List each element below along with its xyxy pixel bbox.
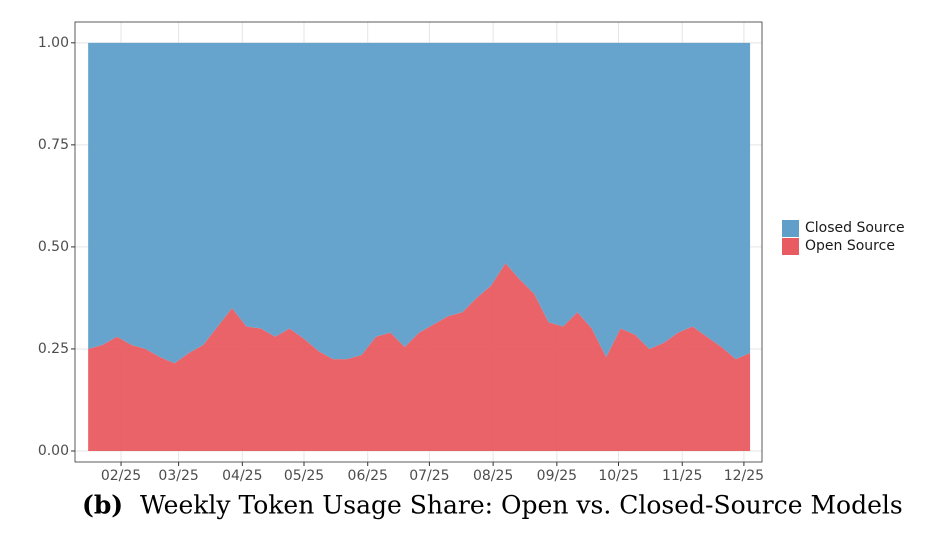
y-tick-label: 0.00: [38, 443, 69, 459]
legend-key: [782, 238, 799, 255]
area: [88, 263, 751, 451]
x-tick-label: 03/25: [158, 468, 198, 484]
x-tick-label: 07/25: [409, 468, 449, 484]
x-tick-label: 06/25: [348, 468, 388, 484]
x-tick-label: 11/25: [662, 468, 702, 484]
caption-label: (b): [82, 491, 123, 520]
x-tick-label: 10/25: [598, 468, 638, 484]
panel-border: [74, 21, 763, 463]
x-tick-label: 09/25: [537, 468, 577, 484]
y-tick-label: 0.75: [38, 137, 69, 153]
x-tick-label: 05/25: [284, 468, 324, 484]
x-tick-label: 04/25: [222, 468, 262, 484]
x-tick-label: 02/25: [101, 468, 141, 484]
legend-label: Closed Source: [805, 220, 905, 236]
y-tick-label: 0.25: [38, 341, 69, 357]
caption: Weekly Token Usage Share: Open vs. Close…: [140, 491, 903, 520]
legend-label: Open Source: [805, 238, 895, 254]
y-tick-label: 1.00: [38, 35, 69, 51]
area: [88, 42, 751, 364]
y-tick-label: 0.50: [38, 239, 69, 255]
legend: Closed Source Open Source: [782, 220, 905, 255]
legend-key: [782, 220, 799, 237]
x-tick-label: 12/25: [724, 468, 764, 484]
x-tick-label: 08/25: [473, 468, 513, 484]
